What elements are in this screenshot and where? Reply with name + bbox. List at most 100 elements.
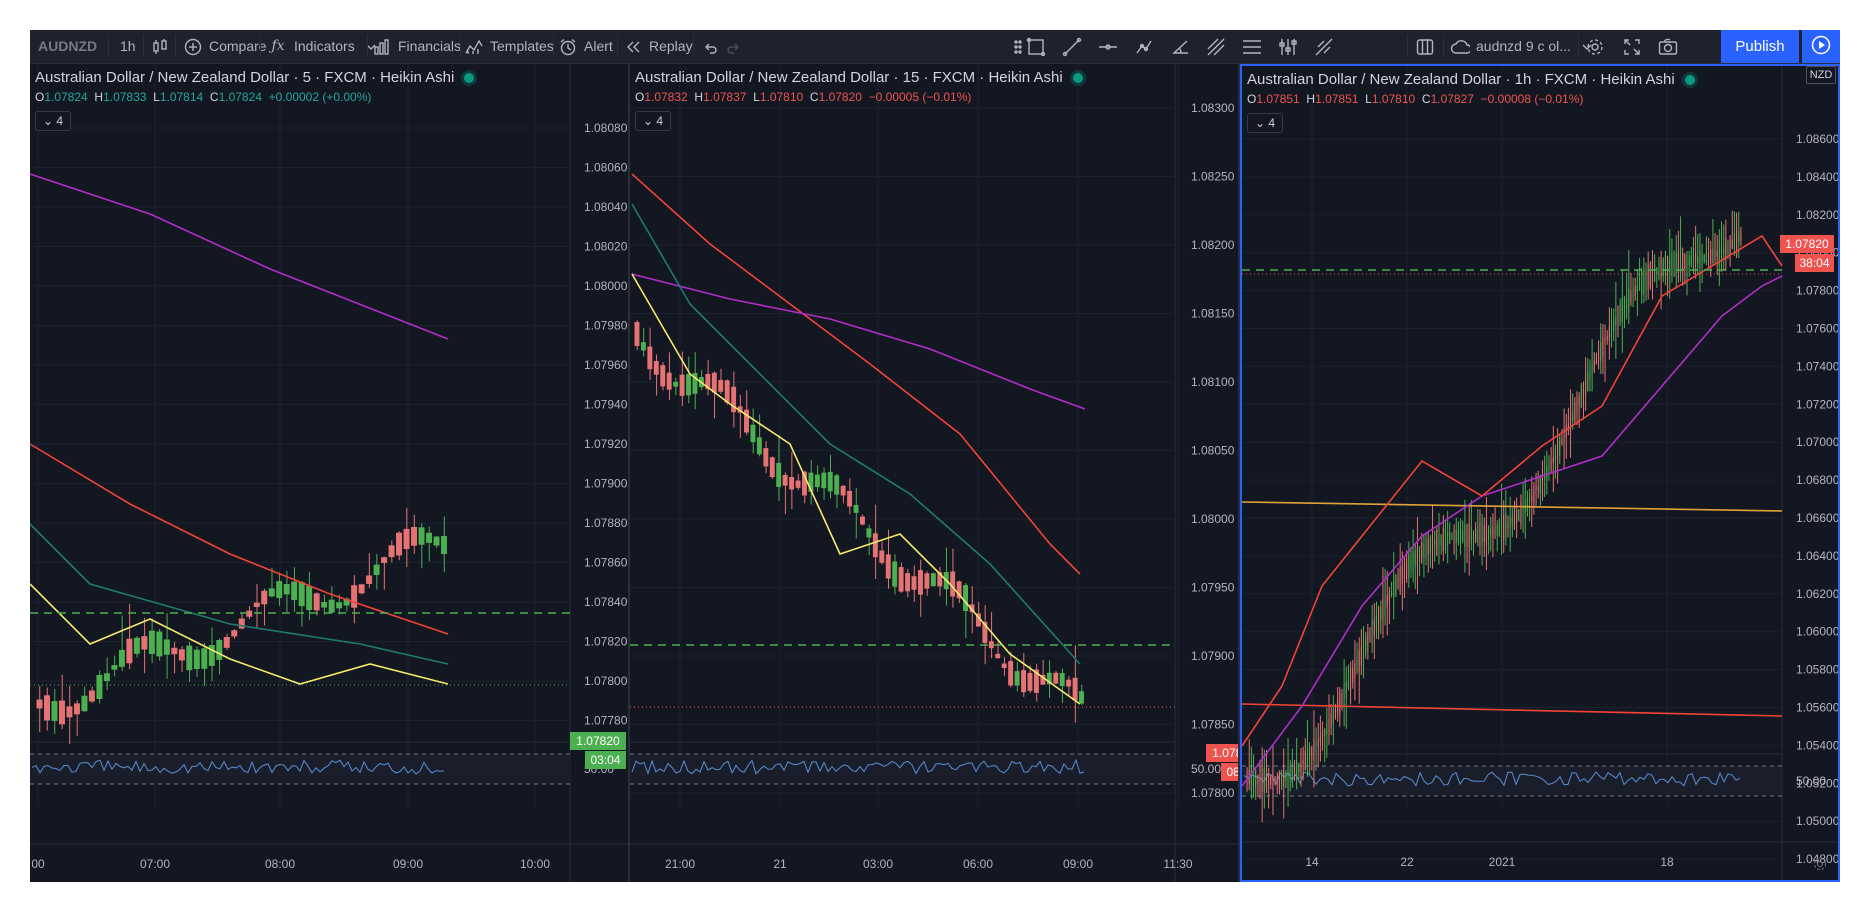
currency-label[interactable]: NZD <box>1806 66 1836 84</box>
candle <box>1291 762 1293 783</box>
symbol-search[interactable]: AUDNZD <box>38 38 98 54</box>
pane-1h-plot[interactable]: 1.086001.084001.082001.080001.078001.076… <box>1242 66 1838 880</box>
pane-5m-plot[interactable]: 1.08080 1.08060 1.08040 1.08020 1.08000 1.079… <box>30 64 630 882</box>
candle <box>1066 679 1072 687</box>
chart-pane-15m[interactable]: 1.08300 1.08250 1.08200 1.08150 1.08100 1.080… <box>630 64 1240 882</box>
candle <box>1701 251 1703 267</box>
time-tick-label: 21 <box>773 857 787 871</box>
pane-15m-plot[interactable]: 1.08300 1.08250 1.08200 1.08150 1.08100 1.080… <box>630 64 1240 882</box>
play-circle-icon <box>1811 35 1831 58</box>
candle <box>1362 638 1364 664</box>
price-tick-label: 1.07000 <box>1796 435 1838 449</box>
candle <box>1550 459 1552 470</box>
chart-settings-button[interactable] <box>1812 856 1828 877</box>
candle <box>1720 247 1722 257</box>
angle-tool[interactable] <box>1170 30 1190 63</box>
horizontal-line-tool[interactable] <box>1098 30 1118 63</box>
snapshot-button[interactable] <box>1658 30 1678 63</box>
candle <box>1582 388 1584 394</box>
time-tick-label: 06:00 <box>963 857 993 871</box>
chart-pane-1h[interactable]: 1.086001.084001.082001.080001.078001.076… <box>1240 64 1840 882</box>
candle <box>1429 538 1431 554</box>
redo-button[interactable] <box>724 30 744 63</box>
candle <box>381 557 388 563</box>
projection-tool[interactable] <box>1314 30 1334 63</box>
pattern-tool[interactable] <box>1278 30 1298 63</box>
candle <box>1606 335 1608 340</box>
compare-button[interactable]: Compare <box>183 30 267 63</box>
candle <box>1289 768 1291 780</box>
settings-button[interactable] <box>1585 30 1605 63</box>
candle <box>1516 510 1518 524</box>
candle <box>1339 691 1341 716</box>
fib-tool[interactable] <box>1242 30 1262 63</box>
price-tick-label: 1.08250 <box>1191 170 1235 184</box>
rectangle-tool[interactable] <box>1026 30 1046 63</box>
pitchfork-tool[interactable] <box>1206 30 1226 63</box>
candle <box>186 645 193 671</box>
candle <box>73 703 80 715</box>
candle <box>1526 497 1528 512</box>
interval-button[interactable]: 1h <box>120 38 136 54</box>
candle <box>1375 615 1377 631</box>
candle <box>1447 531 1449 545</box>
candle <box>1388 592 1390 602</box>
price-tick-label: 1.08060 <box>584 161 628 175</box>
play-button[interactable] <box>1802 30 1840 63</box>
alert-button[interactable]: Alert <box>558 30 613 63</box>
chart-type-button[interactable] <box>150 30 170 63</box>
time-tick-label: 18 <box>1660 855 1674 869</box>
saved-layout-menu[interactable]: audnzd 9 c ol... <box>1450 30 1597 63</box>
candle <box>1345 681 1347 698</box>
pane-5m-title[interactable]: Australian Dollar / New Zealand Dollar ·… <box>35 69 475 86</box>
candle <box>1440 534 1442 546</box>
time-tick-label: 09:00 <box>393 857 423 871</box>
trend-line-tool[interactable] <box>1062 30 1082 63</box>
publish-button[interactable]: Publish <box>1721 30 1799 63</box>
time-tick-label: 22 <box>1400 855 1414 869</box>
candle <box>1591 366 1593 377</box>
pane-1h-title[interactable]: Australian Dollar / New Zealand Dollar ·… <box>1247 71 1695 88</box>
candle <box>1518 509 1520 521</box>
pane-5m-indicator-toggle[interactable]: ⌄ 4 <box>35 111 71 131</box>
candle <box>1675 252 1677 274</box>
candle <box>1520 501 1522 524</box>
candle <box>313 593 320 611</box>
candle <box>1630 290 1632 304</box>
candle <box>1347 682 1349 688</box>
candle <box>426 532 433 543</box>
candle <box>1296 759 1298 780</box>
pane-15m-title[interactable]: Australian Dollar / New Zealand Dollar ·… <box>635 69 1083 86</box>
candle <box>1079 691 1084 704</box>
candle <box>1475 528 1477 542</box>
candle <box>1546 466 1548 480</box>
candle <box>1496 525 1498 536</box>
pane-15m-indicator-toggle[interactable]: ⌄ 4 <box>635 111 671 131</box>
candle <box>1490 529 1492 537</box>
indicators-button[interactable]: ƒx Indicators <box>268 30 381 63</box>
moving-average-line <box>30 173 449 340</box>
drag-handle[interactable] <box>1008 30 1028 63</box>
chart-pane-5m[interactable]: 1.08080 1.08060 1.08040 1.08020 1.08000 1.079… <box>30 64 630 882</box>
rectangle-icon <box>1026 37 1046 57</box>
candle <box>216 640 223 660</box>
candle <box>1563 428 1565 445</box>
candle <box>1634 286 1636 296</box>
chevron-down-icon: ⌄ <box>1254 116 1269 130</box>
pane-1h-indicator-toggle[interactable]: ⌄ 4 <box>1247 113 1283 133</box>
undo-button[interactable] <box>700 30 720 63</box>
price-tick-label: 1.08040 <box>584 200 628 214</box>
candle <box>1265 772 1267 789</box>
candle <box>1638 281 1640 291</box>
layout-select-button[interactable] <box>1415 30 1435 63</box>
candle <box>860 516 865 525</box>
candle <box>1684 254 1686 270</box>
financials-button[interactable]: Financials <box>372 30 461 63</box>
path-tool[interactable] <box>1134 30 1154 63</box>
templates-button[interactable]: Templates <box>464 30 554 63</box>
replay-button[interactable]: Replay <box>623 30 693 63</box>
candle <box>1671 253 1673 276</box>
candle <box>1401 566 1403 585</box>
candle <box>1270 776 1272 785</box>
fullscreen-button[interactable] <box>1622 30 1642 63</box>
